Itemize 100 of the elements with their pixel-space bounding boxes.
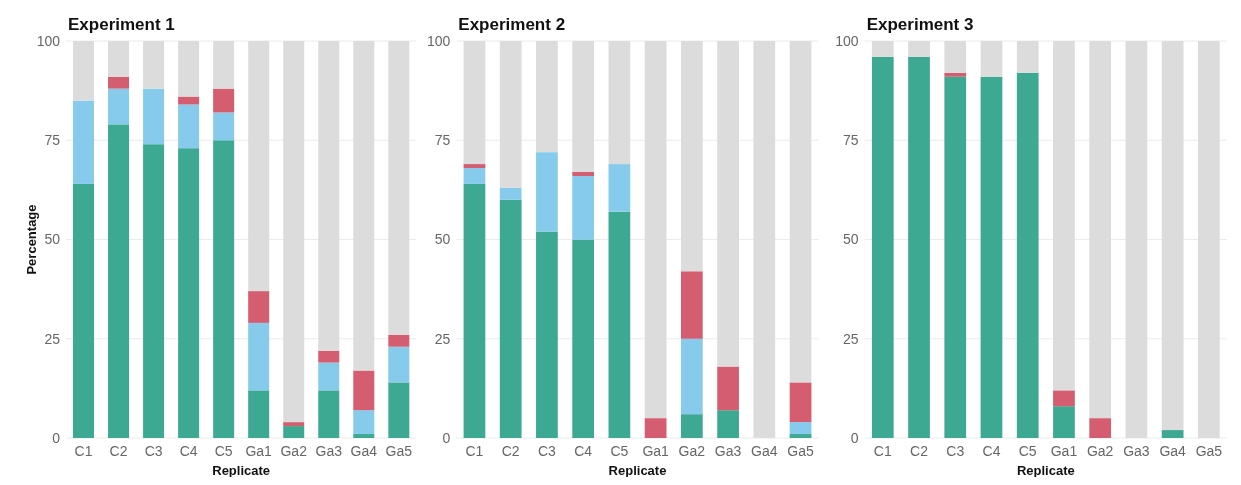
bar [789, 422, 812, 435]
bar [1053, 390, 1075, 407]
bar [463, 164, 486, 169]
x-tick-label: C3 [537, 443, 557, 459]
bar [283, 422, 305, 427]
bar [143, 144, 165, 438]
bar [608, 41, 631, 165]
bar [536, 152, 558, 232]
y-tick-label: 75 [843, 132, 859, 149]
bar [108, 88, 130, 125]
bar [908, 41, 930, 57]
bar [73, 183, 95, 438]
bar [1161, 430, 1184, 438]
x-tick-label: Ga1 [642, 443, 670, 459]
bar [318, 390, 340, 438]
bar [248, 41, 270, 292]
x-tick-label: C4 [982, 443, 1001, 459]
bar [789, 382, 812, 423]
bar [608, 164, 631, 212]
x-axis-title: Replicate [608, 463, 667, 478]
x-tick-label: C1 [74, 443, 93, 459]
x-tick-label: Ga4 [751, 443, 778, 459]
bar [353, 410, 375, 435]
bar [644, 418, 667, 438]
x-tick-label: Ga1 [1050, 443, 1078, 459]
bar [143, 88, 165, 145]
bar [572, 41, 595, 173]
bar [680, 338, 703, 415]
bar [213, 41, 235, 89]
x-tick-label: Ga5 [787, 443, 814, 459]
bar [318, 41, 340, 351]
x-tick-label: C2 [501, 443, 520, 459]
bar [283, 426, 305, 438]
bar [248, 390, 270, 438]
bar [944, 76, 967, 438]
bar [463, 41, 486, 165]
bar [789, 41, 812, 383]
bar [499, 187, 522, 200]
x-tick-label: C4 [574, 443, 593, 459]
y-tick-label: 75 [434, 132, 451, 149]
bar [108, 124, 130, 438]
bar [944, 72, 967, 77]
bar [178, 41, 200, 97]
bar [717, 366, 739, 411]
bar [388, 334, 410, 347]
x-tick-label: Ga3 [315, 443, 343, 459]
y-tick-label: 25 [843, 330, 859, 347]
x-axis-title: Replicate [212, 463, 271, 478]
x-tick-label: C3 [144, 443, 163, 459]
bar [944, 41, 967, 73]
bar [1016, 72, 1039, 438]
bar [73, 100, 95, 184]
bar [213, 88, 235, 113]
x-tick-label: C4 [179, 443, 198, 459]
bar [178, 148, 200, 438]
bar [283, 41, 305, 423]
bar [248, 322, 270, 391]
x-tick-label: Ga3 [1123, 443, 1150, 459]
bar [143, 41, 165, 89]
y-tick-label: 50 [44, 231, 61, 248]
x-tick-label: C1 [465, 443, 484, 459]
bar [1125, 41, 1148, 438]
bar [499, 199, 522, 438]
y-tick-label: 25 [44, 330, 61, 347]
bar [108, 76, 130, 89]
chart-title: Experiment 3 [866, 15, 974, 34]
bar [608, 211, 631, 438]
bar [1053, 41, 1075, 391]
bar [980, 41, 1003, 77]
y-tick-label: 50 [843, 231, 859, 248]
chart-title: Experiment 2 [458, 15, 566, 34]
y-tick-label: 0 [850, 429, 859, 446]
x-tick-label: Ga3 [714, 443, 742, 459]
x-tick-label: C5 [610, 443, 629, 459]
bar [536, 41, 558, 153]
y-tick-label: 75 [44, 132, 61, 149]
bar [680, 414, 703, 438]
bar [572, 239, 595, 438]
bar [680, 41, 703, 272]
bar [572, 175, 595, 240]
bar [318, 350, 340, 363]
x-tick-label: Ga2 [1086, 443, 1114, 459]
bar [717, 41, 739, 367]
y-tick-label: 0 [52, 429, 61, 446]
x-tick-label: Ga2 [280, 443, 308, 459]
bar [353, 41, 375, 371]
bar [717, 410, 739, 438]
bar [1016, 41, 1039, 73]
y-tick-label: 100 [835, 32, 859, 49]
bar [388, 346, 410, 383]
bar [353, 370, 375, 411]
bar [789, 434, 812, 438]
x-tick-label: C5 [1018, 443, 1037, 459]
x-tick-label: Ga1 [245, 443, 273, 459]
x-axis-title: Replicate [1016, 463, 1075, 478]
bar [73, 41, 95, 101]
y-tick-label: 0 [442, 429, 451, 446]
chart-title: Experiment 1 [68, 15, 175, 34]
bar [536, 231, 558, 438]
bar [213, 112, 235, 141]
